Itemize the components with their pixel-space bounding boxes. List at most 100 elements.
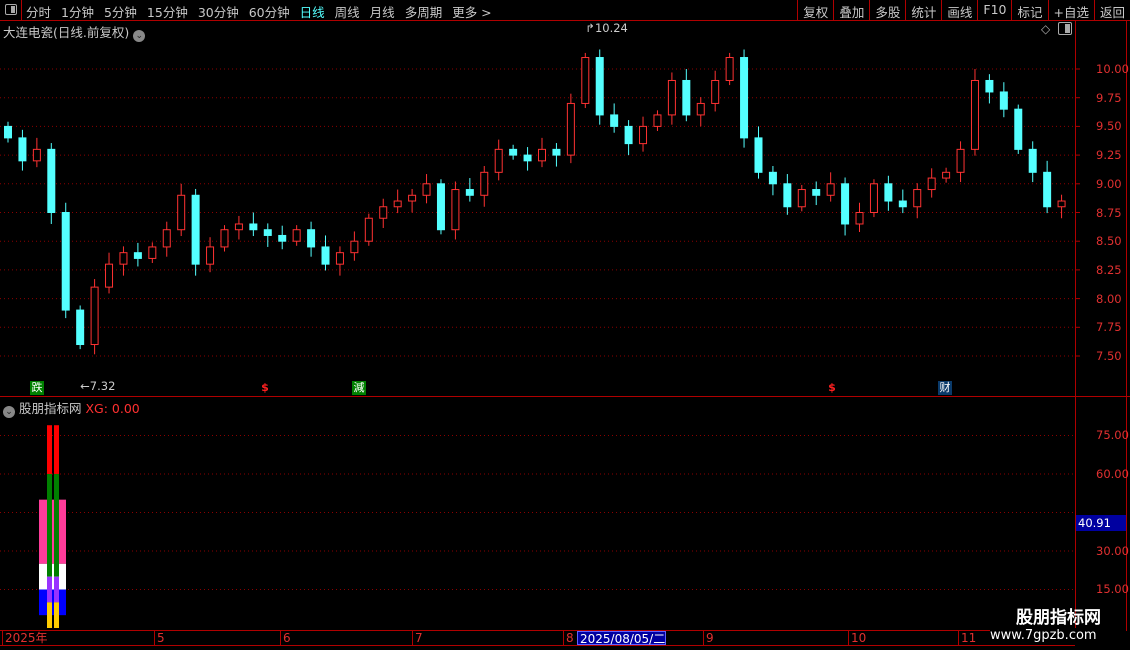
candle <box>1028 141 1037 183</box>
toolbar-button-5[interactable]: F10 <box>977 0 1011 21</box>
candle-body <box>90 286 99 346</box>
candle <box>538 137 546 168</box>
tab-period-3[interactable]: 15分钟 <box>146 5 188 20</box>
candle <box>18 129 27 171</box>
signal-marker[interactable]: $ <box>828 381 836 394</box>
layout-toggle-button[interactable] <box>0 0 22 21</box>
signal-marker[interactable]: 減 <box>352 381 366 395</box>
candle <box>32 137 41 168</box>
diamond-icon[interactable]: ◇ <box>1041 22 1051 36</box>
candle-body <box>307 229 316 248</box>
candle-body <box>711 79 720 104</box>
candle <box>884 175 893 211</box>
candle <box>350 231 359 261</box>
chart-title: 大连电瓷(日线.前复权) ⌄ <box>3 22 146 42</box>
candle-body <box>292 229 301 242</box>
tab-period-4[interactable]: 30分钟 <box>197 5 239 20</box>
candle <box>191 188 200 276</box>
tab-period-8[interactable]: 月线 <box>369 5 395 20</box>
panel-icon <box>5 4 17 15</box>
tab-period-7[interactable]: 周线 <box>334 5 360 20</box>
signal-marker[interactable]: 财 <box>938 381 952 395</box>
toolbar-button-4[interactable]: 画线 <box>941 0 977 21</box>
candle-body <box>754 137 763 173</box>
candle <box>956 141 965 183</box>
time-axis-line <box>0 645 1075 646</box>
candle <box>624 120 633 156</box>
candle-body <box>76 309 85 346</box>
tab-period-5[interactable]: 60分钟 <box>248 5 290 20</box>
candle <box>393 189 402 214</box>
candle-body <box>610 114 619 127</box>
candle <box>263 223 272 247</box>
candle <box>768 166 777 196</box>
candle-body <box>927 177 936 191</box>
candle <box>999 82 1008 118</box>
candle-body <box>855 212 864 225</box>
period-tabs: 分时 1分钟 5分钟 15分钟 30分钟 60分钟 日线 周线 月线 多周期 更多 > <box>26 2 492 21</box>
panel-icon[interactable] <box>1058 22 1072 35</box>
toolbar-button-1[interactable]: 叠加 <box>833 0 869 21</box>
tab-period-10[interactable]: 更多 > <box>452 5 492 20</box>
tab-period-9[interactable]: 多周期 <box>404 5 443 20</box>
candle <box>797 184 806 212</box>
toolbar-buttons: 复权 叠加 多股 统计 画线 F10 标记 +自选 返回 <box>797 0 1130 21</box>
signal-marker[interactable]: $ <box>261 381 269 394</box>
stock-name: 大连电瓷(日线.前复权) <box>3 25 130 40</box>
candle <box>177 183 186 237</box>
chevron-down-icon[interactable]: ⌄ <box>3 406 15 418</box>
candle-body <box>869 183 878 214</box>
indicator-axis-label: 60.00 <box>1096 466 1129 481</box>
candle <box>436 179 445 235</box>
toolbar-button-8[interactable]: 返回 <box>1093 0 1130 21</box>
candle-body <box>667 79 676 116</box>
candle-body <box>335 252 344 265</box>
candle-body <box>552 148 561 156</box>
indicator-axis-label: 15.00 <box>1096 582 1129 597</box>
candle-body <box>191 194 200 265</box>
indicator-name: 股朋指标网 <box>18 401 82 416</box>
toolbar-button-7[interactable]: +自选 <box>1047 0 1094 21</box>
low-annotation-value: 7.32 <box>89 378 116 393</box>
toolbar-button-3[interactable]: 统计 <box>905 0 941 21</box>
candle-body <box>393 200 402 208</box>
candle <box>162 221 171 257</box>
toolbar-button-6[interactable]: 标记 <box>1011 0 1047 21</box>
toolbar-button-2[interactable]: 多股 <box>869 0 905 21</box>
signal-marker[interactable]: 跌 <box>30 381 44 395</box>
panel-divider[interactable] <box>0 396 1130 397</box>
candle-body <box>105 263 114 288</box>
candle <box>1057 194 1066 219</box>
candle <box>927 168 936 198</box>
candle-body <box>841 183 850 225</box>
chevron-down-icon[interactable]: ⌄ <box>133 30 146 42</box>
candle <box>942 167 951 183</box>
candle-body <box>480 171 489 196</box>
toolbar-button-0[interactable]: 复权 <box>797 0 833 21</box>
tab-period-0[interactable]: 分时 <box>26 5 52 20</box>
candle-body <box>465 189 474 196</box>
tab-period-6[interactable]: 日线 <box>299 5 325 20</box>
candle-body <box>566 102 575 156</box>
time-axis-line <box>0 630 1075 631</box>
candle-body <box>696 102 705 116</box>
candle <box>869 179 878 218</box>
candle <box>812 181 821 206</box>
xg-value: XG: 0.00 <box>85 401 140 416</box>
candle-body <box>1014 108 1023 150</box>
candle-body <box>898 200 907 208</box>
price-label: 10.00 <box>1096 62 1129 76</box>
candle-body <box>624 125 633 145</box>
candle <box>465 178 474 202</box>
candle <box>451 181 460 240</box>
toolbar <box>0 0 1130 21</box>
candle-body <box>682 79 691 116</box>
tab-period-1[interactable]: 1分钟 <box>61 5 94 20</box>
tab-period-2[interactable]: 5分钟 <box>103 5 137 20</box>
candle <box>509 144 518 160</box>
candle-body <box>913 189 922 208</box>
candle <box>148 242 157 264</box>
candle-body <box>970 79 979 150</box>
time-label: 9 <box>703 631 714 645</box>
